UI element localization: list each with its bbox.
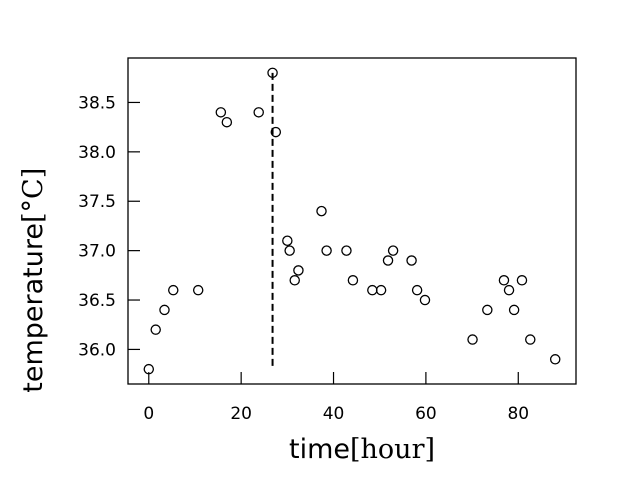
data-point [192,284,204,296]
y-tick-label: 36.0 [78,340,116,360]
data-point [525,334,536,345]
axis-ticks: 0 20 40 60 80 36.0 36.5 37.0 37.5 38.0 38.5 [78,93,529,424]
data-point [549,354,561,365]
data-point [516,275,528,286]
data-point [159,304,170,316]
y-tick-label: 38.5 [78,93,116,113]
data-point [150,324,161,335]
x-tick-label: 60 [415,404,437,424]
data-point [293,265,304,276]
data-point [382,255,394,266]
data-point [375,284,387,296]
data-point [347,275,359,286]
data-point [215,107,227,118]
data-point [498,275,510,286]
data-point [411,284,423,296]
y-tick-label: 38.0 [78,143,116,163]
data-point [282,235,293,247]
x-tick-label: 80 [507,404,529,424]
data-point [482,304,493,316]
x-tick-label: 0 [143,404,154,424]
data-point [387,245,399,256]
data-point [289,275,300,286]
y-axis-title: temperature [°C] [18,168,49,393]
plot-area-frame [127,57,577,385]
data-marks [143,67,561,375]
data-point [419,294,431,306]
data-point [508,304,520,316]
data-point [406,255,417,266]
data-point [168,284,179,296]
data-point [267,67,278,79]
y-tick-label: 37.5 [78,192,116,212]
data-point [321,245,332,256]
y-tick-label: 37.0 [78,242,116,262]
x-tick-label: 20 [230,404,252,424]
y-axis-unit: [°C] [18,168,49,223]
x-axis-unit: [hour] [350,434,435,465]
data-point [221,116,233,128]
data-point [253,107,264,118]
data-point [503,284,515,296]
data-point [467,334,478,345]
data-point [284,245,295,256]
y-axis-label: temperature [18,223,49,393]
y-tick-label: 36.5 [78,291,116,311]
data-point [143,363,155,375]
data-point [341,245,352,256]
x-tick-label: 40 [323,404,345,424]
data-point [316,205,327,217]
data-point [270,126,282,138]
x-axis-label: time [289,434,350,465]
